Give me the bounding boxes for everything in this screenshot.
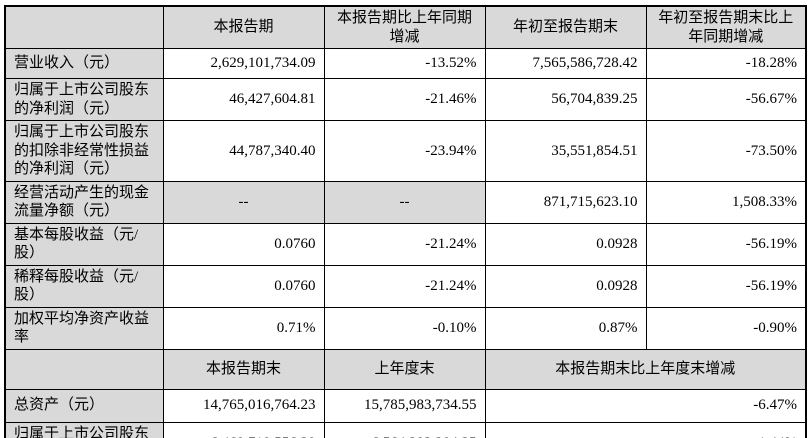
cell-dash: -- — [323, 180, 486, 224]
row-label: 归属于上市公司股东的净利润（元） — [4, 78, 164, 121]
cell-value: 46,427,604.81 — [162, 78, 325, 121]
row-label: 基本每股收益（元/股） — [4, 222, 164, 266]
cell-value: 0.71% — [162, 306, 325, 350]
header-ytd-yoy: 年初至报告期末比上年同期增减 — [645, 5, 807, 49]
table-row-diluted-eps: 稀释每股收益（元/股） 0.0760 -21.24% 0.0928 -56.19… — [4, 264, 807, 308]
cell-value: 0.0760 — [162, 264, 325, 308]
cell-value: -6.47% — [484, 388, 807, 423]
cell-value: 56,704,839.25 — [484, 78, 647, 121]
row-label: 营业收入（元） — [4, 48, 164, 79]
row-label: 稀释每股收益（元/股） — [4, 264, 164, 308]
header-ytd: 年初至报告期末 — [484, 5, 647, 49]
table-header-row-1: 本报告期 本报告期比上年同期增减 年初至报告期末 年初至报告期末比上年同期增减 — [4, 5, 807, 49]
cell-value: 871,715,623.10 — [484, 180, 647, 224]
cell-value: 6,564,302,204.35 — [323, 421, 486, 438]
cell-value: 0.0928 — [484, 222, 647, 266]
cell-value: -56.19% — [645, 222, 807, 266]
cell-value: -21.46% — [323, 78, 486, 121]
row-label: 总资产（元） — [4, 388, 164, 423]
header-period-end-vs-prior: 本报告期末比上年度末增减 — [484, 348, 807, 390]
row-label: 归属于上市公司股东的所有者权益（元） — [4, 421, 164, 438]
cell-value: -23.94% — [323, 120, 486, 182]
cell-value: -0.90% — [645, 306, 807, 350]
cell-value: 0.0928 — [484, 264, 647, 308]
header-prior-year-end: 上年度末 — [323, 348, 486, 390]
cell-value: 2,629,101,734.09 — [162, 48, 325, 79]
table-row-operating-cash-flow: 经营活动产生的现金流量净额（元） -- -- 871,715,623.10 1,… — [4, 180, 807, 224]
financial-summary-table: 本报告期 本报告期比上年同期增减 年初至报告期末 年初至报告期末比上年同期增减 … — [4, 5, 807, 438]
header-current-period: 本报告期 — [162, 5, 325, 49]
cell-value: -56.19% — [645, 264, 807, 308]
row-label: 经营活动产生的现金流量净额（元） — [4, 180, 164, 224]
table-row-basic-eps: 基本每股收益（元/股） 0.0760 -21.24% 0.0928 -56.19… — [4, 222, 807, 266]
cell-value: -56.67% — [645, 78, 807, 121]
table-row-revenue: 营业收入（元） 2,629,101,734.09 -13.52% 7,565,5… — [4, 48, 807, 79]
cell-value: 0.87% — [484, 306, 647, 350]
table-row-net-profit: 归属于上市公司股东的净利润（元） 46,427,604.81 -21.46% 5… — [4, 78, 807, 121]
cell-value: 44,787,340.40 — [162, 120, 325, 182]
cell-value: -21.24% — [323, 264, 486, 308]
cell-value: 15,785,983,734.55 — [323, 388, 486, 423]
cell-value: -18.28% — [645, 48, 807, 79]
cell-value: 6,469,719,556.30 — [162, 421, 325, 438]
header-corner-cell — [4, 5, 164, 49]
table-header-row-2: 本报告期末 上年度末 本报告期末比上年度末增减 — [4, 348, 807, 390]
header-corner-cell — [4, 348, 164, 390]
cell-value: 7,565,586,728.42 — [484, 48, 647, 79]
row-label: 加权平均净资产收益率 — [4, 306, 164, 350]
cell-value: 0.0760 — [162, 222, 325, 266]
cell-value: -13.52% — [323, 48, 486, 79]
cell-value: -0.10% — [323, 306, 486, 350]
cell-dash: -- — [162, 180, 325, 224]
row-label: 归属于上市公司股东的扣除非经常性损益的净利润（元） — [4, 120, 164, 182]
header-period-end: 本报告期末 — [162, 348, 325, 390]
table-row-net-profit-excl-nonrecurring: 归属于上市公司股东的扣除非经常性损益的净利润（元） 44,787,340.40 … — [4, 120, 807, 182]
table-row-weighted-avg-roe: 加权平均净资产收益率 0.71% -0.10% 0.87% -0.90% — [4, 306, 807, 350]
header-current-period-yoy: 本报告期比上年同期增减 — [323, 5, 486, 49]
cell-value: -73.50% — [645, 120, 807, 182]
table-row-owners-equity: 归属于上市公司股东的所有者权益（元） 6,469,719,556.30 6,56… — [4, 421, 807, 438]
table-row-total-assets: 总资产（元） 14,765,016,764.23 15,785,983,734.… — [4, 388, 807, 423]
cell-value: -1.44% — [484, 421, 807, 438]
cell-value: 14,765,016,764.23 — [162, 388, 325, 423]
cell-value: 1,508.33% — [645, 180, 807, 224]
cell-value: -21.24% — [323, 222, 486, 266]
cell-value: 35,551,854.51 — [484, 120, 647, 182]
